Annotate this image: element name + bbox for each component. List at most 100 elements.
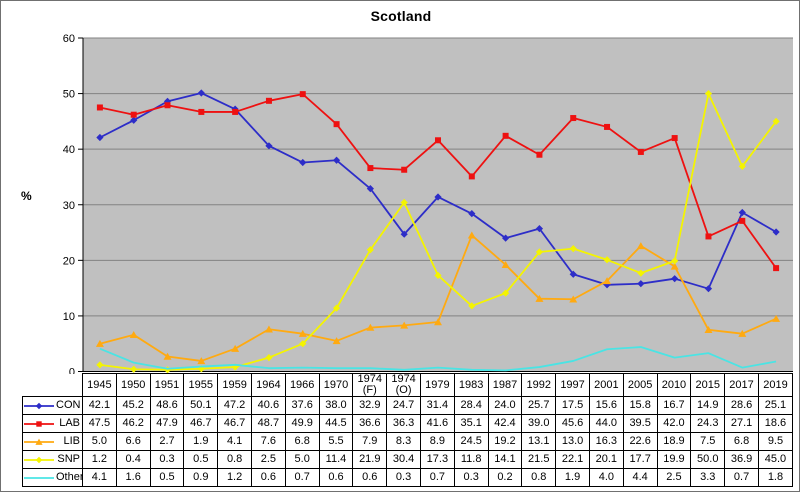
series-marker-snp — [637, 269, 645, 277]
series-marker-con — [772, 228, 780, 236]
series-marker-lib — [738, 329, 747, 337]
value-cell: 28.4 — [453, 396, 489, 415]
value-cell: 3.3 — [690, 468, 726, 487]
y-tick-label: 20 — [63, 255, 75, 267]
value-cell: 32.9 — [352, 396, 388, 415]
value-cell: 17.7 — [622, 450, 658, 469]
value-cell: 0.8 — [521, 468, 557, 487]
series-marker-con — [366, 185, 374, 193]
year-label: 2005 — [622, 373, 658, 397]
legend-cell-other: Other — [22, 468, 83, 487]
value-cell: 31.4 — [419, 396, 455, 415]
value-cell: 47.2 — [217, 396, 252, 415]
value-cell: 7.6 — [250, 432, 286, 451]
series-marker-lab — [265, 97, 272, 104]
value-cell: 30.4 — [386, 450, 421, 469]
value-cell: 7.5 — [690, 432, 726, 451]
series-marker-snp — [535, 248, 544, 256]
series-line-other — [99, 346, 777, 372]
series-marker-snp — [468, 302, 476, 310]
year-label: 1974 (F) — [352, 373, 388, 397]
series-marker-lab — [130, 111, 137, 118]
value-cell: 36.9 — [724, 450, 759, 469]
value-cell: 7.9 — [352, 432, 388, 451]
legend-marker-lab-icon — [24, 420, 54, 427]
value-cell: 35.1 — [453, 414, 489, 433]
value-cell: 0.6 — [352, 468, 388, 487]
series-marker-lab — [333, 121, 340, 128]
value-cell: 18.6 — [757, 414, 794, 433]
series-marker-con — [96, 133, 104, 142]
series-marker-con — [332, 156, 341, 164]
value-cell: 18.9 — [656, 432, 692, 451]
legend-cell-lab: LAB — [22, 414, 83, 433]
value-cell: 25.1 — [757, 396, 794, 415]
year-label: 1966 — [284, 373, 320, 397]
series-marker-lab — [232, 108, 239, 115]
value-cell: 14.9 — [690, 396, 726, 415]
series-marker-lib — [197, 357, 206, 365]
legend-marker-con-icon — [24, 402, 54, 409]
y-tick-label: 50 — [63, 89, 75, 101]
value-cell: 42.0 — [656, 414, 692, 433]
value-cell: 21.9 — [352, 450, 388, 469]
chart-title: Scotland — [370, 8, 432, 24]
series-marker-con — [299, 158, 307, 167]
value-cell: 1.6 — [115, 468, 151, 487]
value-cell: 36.6 — [352, 414, 388, 433]
value-cell: 40.6 — [250, 396, 286, 415]
value-cell: 5.5 — [318, 432, 354, 451]
value-cell: 37.6 — [284, 396, 320, 415]
series-marker-lab — [468, 173, 475, 180]
series-marker-snp — [671, 257, 679, 265]
series-marker-con — [265, 142, 273, 150]
series-marker-snp — [434, 271, 442, 279]
legend-label-other: Other — [56, 471, 83, 483]
series-marker-snp — [738, 162, 746, 170]
series-marker-con — [400, 230, 408, 238]
value-cell: 24.7 — [386, 396, 421, 415]
series-marker-con — [569, 270, 577, 278]
year-label: 1997 — [555, 373, 590, 397]
series-marker-con — [738, 208, 746, 217]
series-marker-lab — [401, 166, 408, 173]
series-marker-snp — [332, 304, 341, 312]
series-marker-lab — [536, 151, 543, 158]
value-cell: 14.1 — [487, 450, 523, 469]
y-tick-label: 30 — [63, 200, 75, 212]
value-cell: 0.7 — [724, 468, 759, 487]
series-marker-lab — [367, 165, 374, 172]
year-label: 1974 (O) — [386, 373, 421, 397]
value-cell: 21.5 — [521, 450, 557, 469]
year-label: 2015 — [690, 373, 726, 397]
series-marker-lab — [637, 148, 644, 155]
value-cell: 24.0 — [487, 396, 523, 415]
value-cell: 42.1 — [82, 396, 117, 415]
legend-marker-snp-icon — [24, 456, 54, 463]
value-cell: 1.9 — [555, 468, 590, 487]
series-marker-lib — [400, 321, 409, 329]
series-marker-lib — [467, 231, 476, 239]
series-marker-lib — [366, 323, 375, 331]
year-label: 1951 — [149, 373, 185, 397]
value-cell: 45.2 — [115, 396, 151, 415]
series-marker-lab — [705, 233, 712, 240]
value-cell: 8.9 — [419, 432, 455, 451]
value-cell: 0.5 — [183, 450, 219, 469]
value-cell: 19.2 — [487, 432, 523, 451]
value-cell: 11.4 — [318, 450, 354, 469]
series-marker-con — [197, 89, 205, 97]
value-cell: 4.4 — [622, 468, 658, 487]
series-marker-snp — [400, 198, 408, 207]
value-cell: 0.8 — [217, 450, 252, 469]
series-marker-lab — [773, 265, 780, 272]
value-cell: 22.1 — [555, 450, 590, 469]
legend-marker-other-icon — [24, 476, 54, 479]
value-cell: 4.0 — [588, 468, 624, 487]
value-cell: 13.1 — [521, 432, 557, 451]
value-cell: 6.6 — [115, 432, 151, 451]
legend-marker-lib-icon — [24, 438, 54, 445]
year-label: 2010 — [656, 373, 692, 397]
value-cell: 4.1 — [217, 432, 252, 451]
